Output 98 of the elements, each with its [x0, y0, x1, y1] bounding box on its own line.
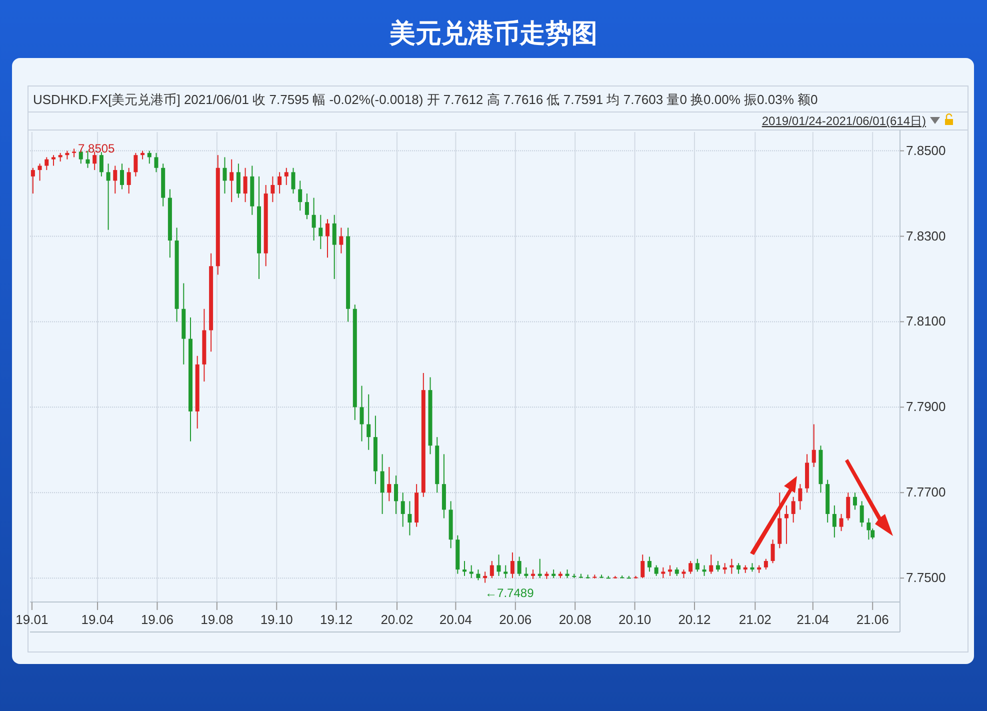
- candlestick: [736, 562, 741, 574]
- candlestick: [134, 152, 138, 177]
- x-tick-label: 20.12: [678, 612, 711, 627]
- candlestick: [360, 385, 364, 442]
- candlestick: [538, 558, 542, 579]
- x-tick-label: 20.10: [618, 612, 652, 627]
- chart-title: 美元兑港币走势图: [388, 18, 598, 48]
- candlestick: [832, 504, 836, 538]
- candlestick: [298, 180, 302, 212]
- y-tick-label: 7.7700: [906, 484, 946, 500]
- x-tick-label: 20.02: [380, 612, 414, 627]
- candlestick: [709, 554, 714, 574]
- candlestick: [380, 454, 384, 514]
- candlestick: [312, 197, 316, 242]
- candlestick: [490, 560, 494, 579]
- candlestick: [846, 492, 850, 521]
- x-tick-label: 20.04: [439, 612, 472, 627]
- candlestick: [394, 475, 398, 514]
- text: 2019/01/24-2021/06/01(614日): [762, 114, 926, 128]
- candlestick: [304, 193, 309, 220]
- chart-subtitle: USDHKD.FX[美元兑港币] 2021/06/01 收 7.7595 幅 -0.02%(-0.0018) 开 7.7612 高 7.7616 低 7.7591 均 7.7603 量0 换0.00% 振0.03% 额0: [33, 92, 818, 107]
- candlestick: [524, 566, 528, 579]
- candlestick: [496, 554, 501, 576]
- candlestick: [51, 154, 56, 166]
- candlestick: [469, 564, 474, 579]
- y-tick-label: 7.8300: [906, 228, 946, 244]
- candlestick: [99, 152, 104, 177]
- x-tick-label: 19.06: [140, 612, 174, 627]
- candlestick: [798, 484, 802, 510]
- candlestick: [784, 504, 788, 544]
- candlestick: [661, 566, 666, 579]
- candlestick: [770, 539, 775, 564]
- candlestick: [154, 152, 158, 173]
- candlestick: [812, 424, 816, 468]
- candlestick: [147, 150, 152, 164]
- candlestick: [400, 492, 405, 528]
- candlestick: [510, 552, 514, 579]
- candlestick: [30, 167, 35, 194]
- candlestick: [483, 571, 488, 584]
- x-tick-label: 19.08: [200, 612, 234, 627]
- x-tick-label: 19.10: [260, 612, 293, 627]
- candlestick: [716, 560, 720, 572]
- candlestick: [126, 167, 131, 194]
- candlestick: [860, 500, 864, 528]
- x-tick-label: 20.06: [499, 612, 532, 627]
- candlestick: [640, 554, 645, 579]
- candlestick: [408, 500, 412, 536]
- candlestick: [654, 564, 658, 576]
- candlestick: [647, 556, 652, 572]
- candlestick: [44, 156, 49, 171]
- candlestick: [695, 558, 700, 572]
- candlestick: [764, 558, 768, 570]
- candlestick: [668, 564, 672, 576]
- candlestick: [339, 227, 344, 254]
- x-tick-label: 21.04: [796, 612, 830, 627]
- candlestick: [278, 172, 282, 194]
- candlestick: [839, 513, 844, 532]
- candlestick: [531, 569, 536, 580]
- y-tick-label: 7.7900: [906, 399, 946, 414]
- candlestick: [722, 562, 727, 574]
- candlestick: [702, 564, 706, 576]
- x-tick-label: 19.12: [320, 612, 353, 627]
- candlestick: [270, 176, 275, 203]
- candlestick: [366, 394, 371, 450]
- candlestick: [222, 156, 227, 194]
- x-tick-label: 20.08: [558, 612, 592, 627]
- candlestick: [791, 496, 796, 524]
- candlestick: [38, 163, 42, 182]
- candlestick: [113, 165, 118, 194]
- candlestick: [230, 158, 234, 203]
- y-tick-label: 7.7500: [906, 570, 946, 586]
- candlestick: [462, 560, 467, 576]
- candlestick: [852, 492, 857, 510]
- annotation: 7.8505: [78, 142, 116, 156]
- annotation: ←7.7489: [485, 586, 534, 600]
- candlestick: [284, 167, 288, 186]
- candlestick: [243, 167, 248, 203]
- x-tick-label: 21.02: [738, 612, 772, 627]
- candlestick: [476, 569, 480, 581]
- candlestick: [106, 163, 110, 230]
- candlestick: [291, 167, 296, 194]
- candlestick: [236, 163, 240, 198]
- y-tick-label: 7.8500: [906, 142, 946, 158]
- x-tick-label: 19.01: [16, 612, 48, 627]
- candlestick: [517, 556, 522, 576]
- candlestick: [332, 214, 336, 280]
- candlestick: [688, 560, 693, 574]
- x-tick-label: 21.06: [856, 612, 889, 627]
- x-tick-label: 19.04: [81, 612, 114, 627]
- candlestick: [866, 518, 871, 540]
- candlestick: [326, 218, 330, 258]
- candlestick: [504, 564, 508, 579]
- candlestick: [92, 151, 97, 171]
- candlestick: [120, 163, 124, 190]
- y-tick-label: 7.8100: [906, 314, 946, 329]
- candlestick: [730, 558, 734, 574]
- candlestick: [318, 214, 323, 250]
- candlestick: [387, 466, 392, 502]
